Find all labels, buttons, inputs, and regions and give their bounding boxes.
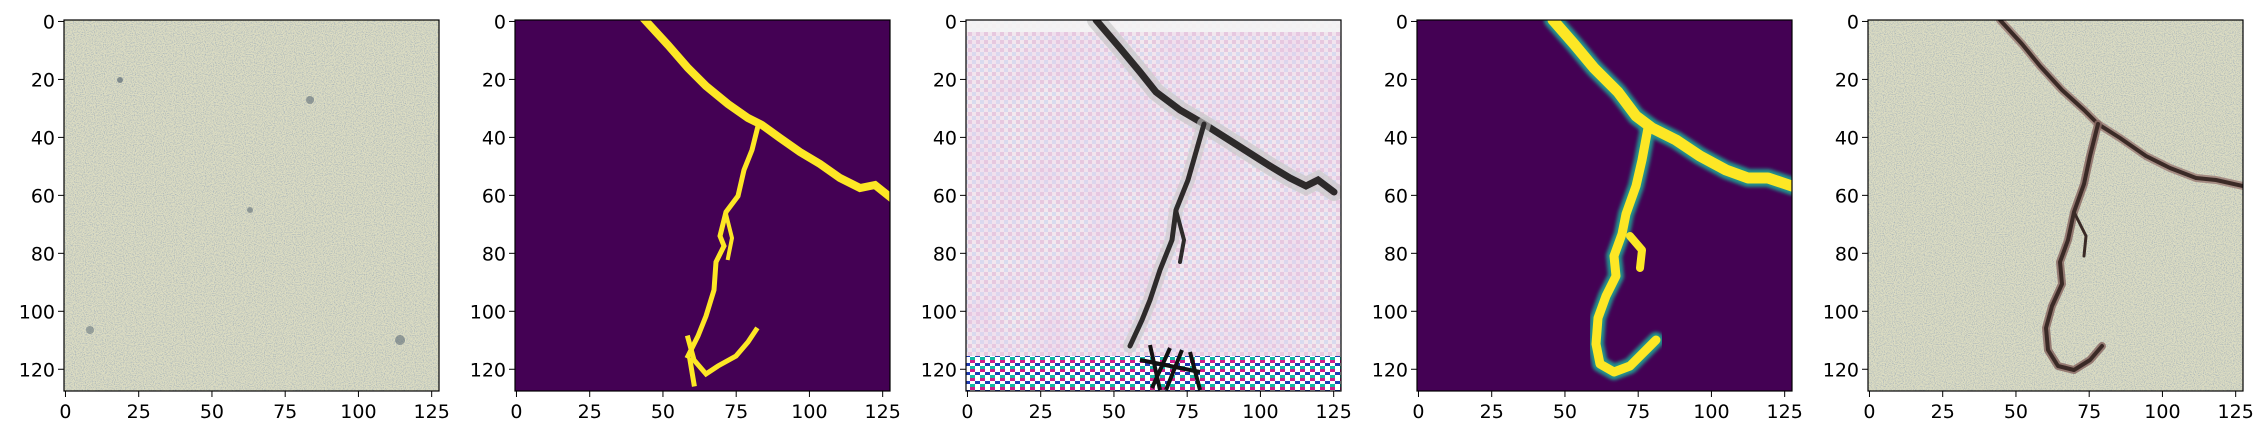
y-tick-label: 60 [933,185,957,207]
y-tick-label: 20 [482,69,506,91]
panel-2-axes: 0 25 50 75 100 125 0 20 40 60 80 100 120 [470,11,901,423]
x-tick-label: 50 [1553,401,1577,423]
y-tick-label: 80 [1835,243,1859,265]
x-tick-label: 25 [127,401,151,423]
y-tick-label: 20 [31,69,55,91]
y-tick-label: 100 [19,301,55,323]
x-tick-label: 0 [510,401,522,423]
crack-mask-lines [639,20,890,387]
y-tick-label: 40 [482,127,506,149]
y-tick-label: 60 [31,185,55,207]
y-tick-label: 80 [482,243,506,265]
y-tick-label: 120 [19,359,55,381]
panel-3-frame [965,19,1342,392]
y-tick-label: 80 [1384,243,1408,265]
y-tick-label: 100 [1823,301,1859,323]
x-tick-label: 100 [1242,401,1278,423]
x-tick-label: 125 [1316,401,1352,423]
y-tick-label: 40 [31,127,55,149]
x-tick-label: 75 [2077,401,2101,423]
x-tick-label: 50 [651,401,675,423]
y-tick-label: 0 [1396,11,1408,33]
crack-overlay [1996,20,2243,374]
concrete-grain [1868,20,2243,391]
x-tick-label: 125 [1767,401,1803,423]
artifact-dark-cluster [1139,344,1202,391]
x-tick-label: 25 [578,401,602,423]
x-tick-label: 100 [1693,401,1729,423]
y-tick-label: 100 [1372,301,1408,323]
y-tick-label: 100 [470,301,506,323]
x-tick-label: 0 [1863,401,1875,423]
y-tick-label: 60 [1384,185,1408,207]
smooth-crack-lines [1544,20,1792,380]
x-tick-label: 0 [1412,401,1424,423]
panel-2-crack-mask [515,20,890,391]
panel-1-concrete-texture [64,20,439,391]
x-tick-label: 25 [1931,401,1955,423]
x-tick-label: 0 [59,401,71,423]
y-tick-label: 20 [933,69,957,91]
panel-1-axes: 0 25 50 75 100 125 0 20 40 60 80 100 120 [19,11,450,423]
concrete-grain [64,20,439,391]
panel-4-frame [1416,19,1793,392]
x-tick-label: 50 [2004,401,2028,423]
x-tick-label: 75 [273,401,297,423]
x-tick-label: 75 [724,401,748,423]
x-tick-label: 75 [1175,401,1199,423]
x-tick-label: 25 [1480,401,1504,423]
y-tick-label: 120 [470,359,506,381]
x-tick-label: 0 [961,401,973,423]
panel-5-concrete-with-crack [1868,20,2243,391]
y-tick-label: 80 [933,243,957,265]
y-tick-label: 120 [1372,359,1408,381]
panel-4-axes: 0 25 50 75 100 125 0 20 40 60 80 100 120 [1372,11,1803,423]
y-tick-label: 120 [921,359,957,381]
panel-2-frame [514,19,891,392]
panel-3-axes: 0 25 50 75 100 125 0 20 40 60 80 100 120 [921,11,1352,423]
x-tick-label: 100 [2144,401,2180,423]
y-tick-label: 0 [945,11,957,33]
y-tick-label: 120 [1823,359,1859,381]
x-tick-label: 125 [865,401,901,423]
x-tick-label: 100 [791,401,827,423]
y-tick-label: 20 [1384,69,1408,91]
x-tick-label: 50 [200,401,224,423]
panel-5-axes: 0 25 50 75 100 125 0 20 40 60 80 100 120 [1823,11,2254,423]
panel-4-smooth-mask [1417,20,1792,391]
y-tick-label: 0 [43,11,55,33]
panel-1-frame [63,19,440,392]
y-tick-label: 0 [1847,11,1859,33]
panel-5-frame [1867,19,2244,392]
y-tick-label: 20 [1835,69,1859,91]
x-tick-label: 125 [414,401,450,423]
y-tick-label: 60 [1835,185,1859,207]
x-tick-label: 50 [1102,401,1126,423]
mask-background [515,20,890,391]
x-tick-label: 125 [2218,401,2254,423]
y-tick-label: 0 [494,11,506,33]
x-tick-label: 75 [1626,401,1650,423]
y-tick-label: 60 [482,185,506,207]
generated-crack [1087,20,1341,353]
panel-3-generated-image [966,20,1341,391]
panel-frames [63,19,2244,392]
y-tick-label: 80 [31,243,55,265]
x-tick-label: 100 [340,401,376,423]
y-tick-label: 40 [1835,127,1859,149]
y-tick-label: 100 [921,301,957,323]
y-tick-label: 40 [933,127,957,149]
x-tick-label: 25 [1029,401,1053,423]
y-tick-label: 40 [1384,127,1408,149]
